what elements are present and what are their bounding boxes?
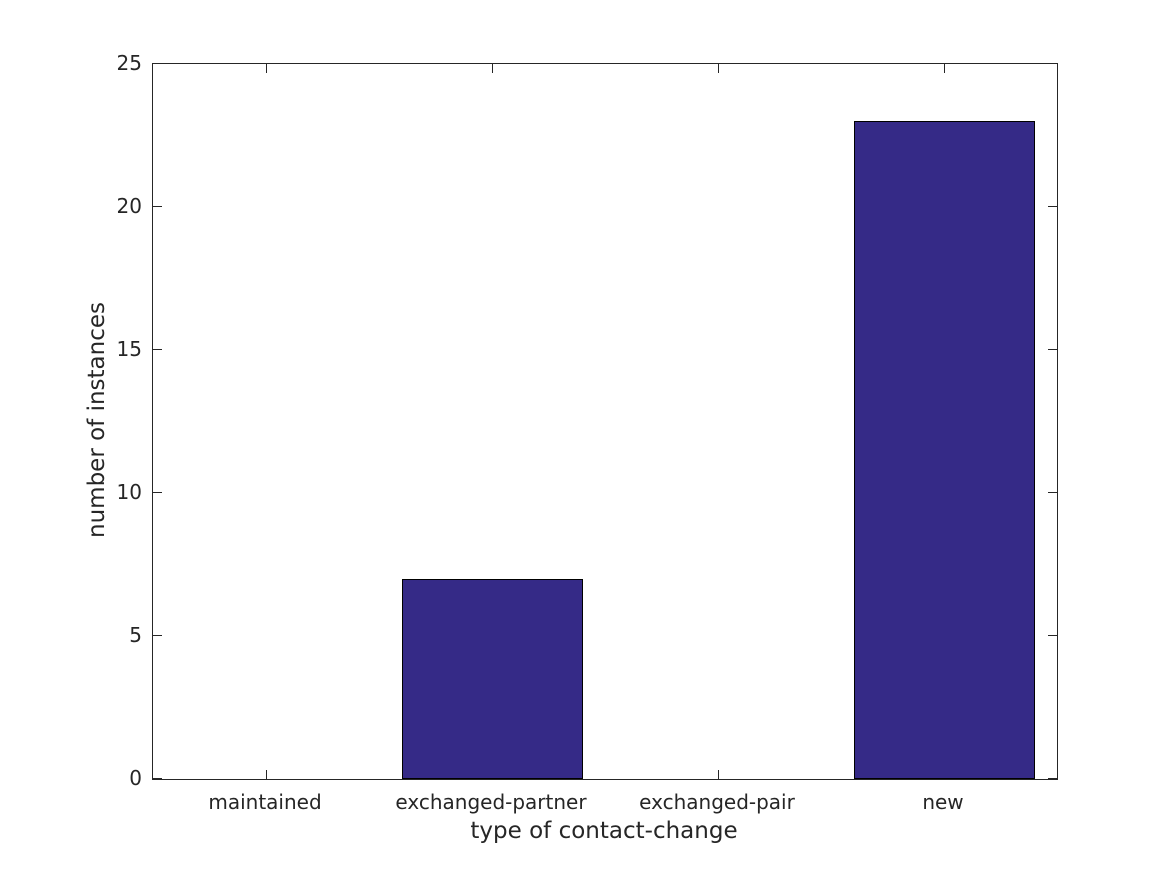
y-tick-label: 0 [129,766,142,790]
y-tick-left [153,63,162,64]
x-tick-label: exchanged-partner [395,790,587,814]
y-tick-left [153,635,162,636]
y-tick-label: 25 [116,51,142,75]
y-tick-label: 5 [129,623,142,647]
y-tick-left [153,206,162,207]
plot-area [152,63,1058,780]
y-tick-right [1048,778,1057,779]
bar-new [854,121,1035,779]
y-tick-label: 20 [116,194,142,218]
x-tick-top [266,64,267,73]
y-tick-right [1048,206,1057,207]
y-tick-left [153,492,162,493]
y-tick-label: 15 [116,337,142,361]
y-tick-left [153,349,162,350]
x-axis-label: type of contact-change [470,818,738,844]
x-tick-label: exchanged-pair [639,790,795,814]
x-tick-top [944,64,945,73]
x-tick-top [492,64,493,73]
x-tick-top [718,64,719,73]
y-tick-left [153,778,162,779]
y-tick-right [1048,63,1057,64]
y-tick-right [1048,492,1057,493]
x-tick-bottom [718,770,719,779]
bar-exchanged-partner [402,579,583,779]
x-tick-label: new [922,790,964,814]
y-tick-label: 10 [116,480,142,504]
y-tick-right [1048,635,1057,636]
x-tick-bottom [266,770,267,779]
y-tick-right [1048,349,1057,350]
x-tick-label: maintained [208,790,322,814]
